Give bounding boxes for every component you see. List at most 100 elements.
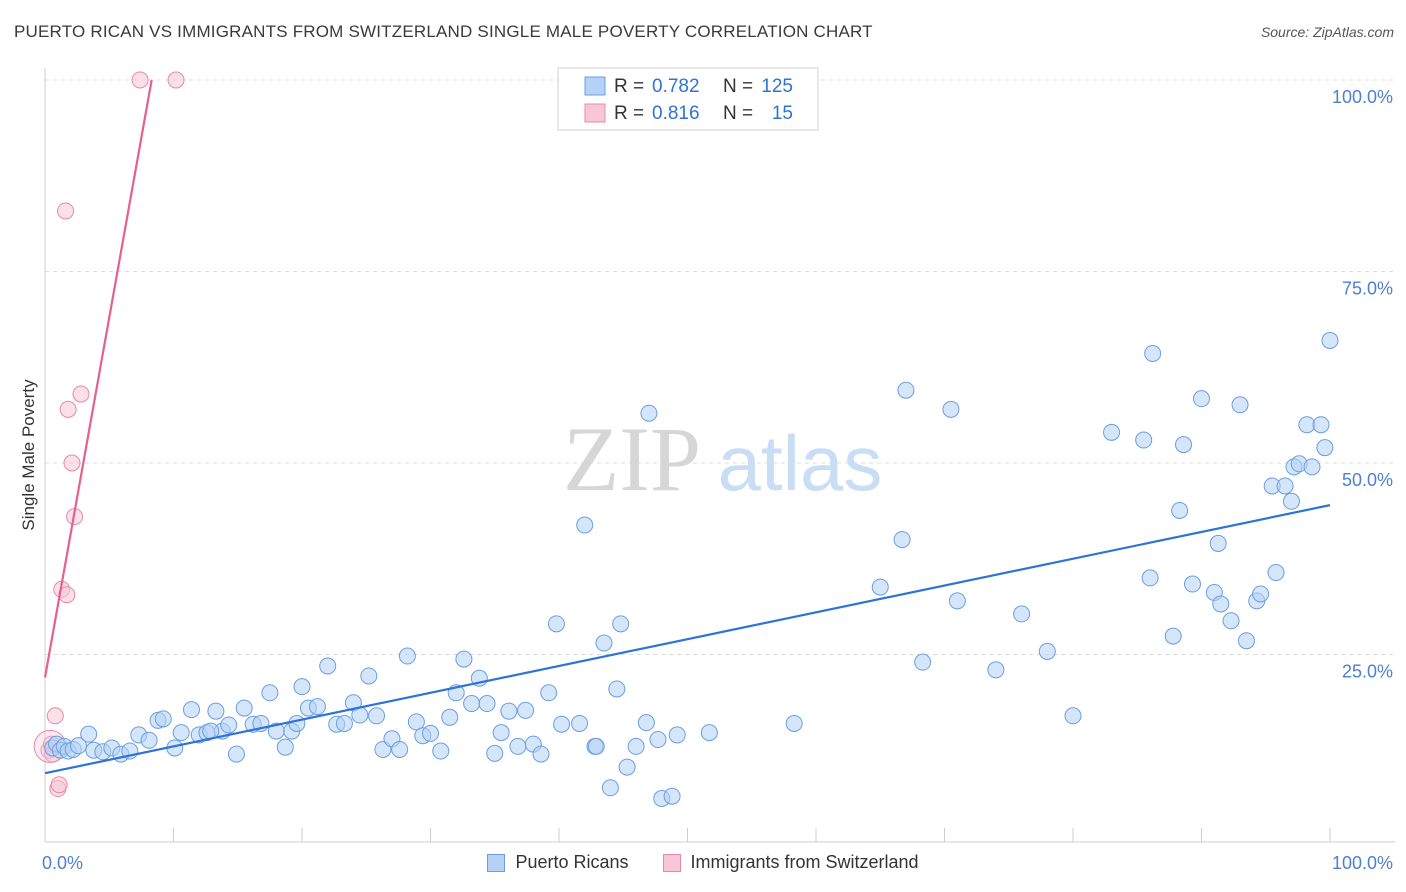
legend-swatch-blue — [487, 853, 506, 872]
y-tick-label: 75.0% — [1342, 279, 1393, 299]
data-point — [69, 737, 87, 755]
data-point — [492, 724, 510, 742]
data-point — [398, 647, 416, 665]
data-point — [601, 779, 619, 797]
data-point — [463, 695, 481, 713]
data-point — [227, 745, 245, 763]
data-point — [1282, 492, 1300, 510]
data-point — [368, 707, 386, 725]
y-tick-labels: 25.0% 50.0% 75.0% 100.0% — [1332, 87, 1393, 682]
data-point — [360, 667, 378, 685]
data-point — [914, 653, 932, 671]
data-point — [261, 684, 279, 702]
data-point — [509, 737, 527, 755]
legend-pink-r-label: R = — [614, 103, 644, 124]
data-point — [154, 710, 172, 728]
data-point — [1175, 436, 1193, 454]
data-point — [57, 202, 75, 220]
data-point — [1222, 612, 1240, 630]
source-credit: Source: ZipAtlas.com — [1260, 24, 1394, 40]
data-point — [1135, 431, 1153, 449]
data-point — [1303, 458, 1321, 476]
data-point — [1312, 416, 1330, 434]
legend-pink-n-label: N = — [723, 103, 753, 124]
data-point — [140, 731, 158, 749]
legend-blue-r-label: R = — [614, 76, 644, 97]
data-point — [1276, 477, 1294, 495]
data-point — [46, 707, 64, 725]
x-tick-label: 0.0% — [42, 853, 83, 873]
data-point — [1252, 585, 1270, 603]
trendlines — [43, 79, 1331, 775]
data-point — [486, 744, 504, 762]
data-point — [517, 701, 535, 719]
data-point — [576, 516, 594, 534]
data-point — [422, 724, 439, 742]
gridlines — [45, 79, 1395, 655]
data-point — [1171, 501, 1189, 519]
data-point — [432, 742, 450, 760]
data-point — [700, 724, 718, 742]
data-point — [987, 661, 1005, 679]
data-point — [1316, 439, 1334, 457]
data-point — [1064, 707, 1082, 725]
data-point — [500, 702, 518, 720]
data-point — [637, 714, 655, 732]
data-point — [871, 578, 889, 596]
legend-blue-r-value: 0.782 — [652, 76, 700, 97]
data-point — [668, 726, 686, 744]
data-point — [1212, 595, 1230, 613]
data-point — [455, 650, 473, 668]
data-point — [182, 701, 200, 719]
data-point — [1164, 627, 1182, 645]
data-point — [547, 615, 565, 633]
data-point — [587, 737, 605, 755]
x-tick-labels: 0.0% 100.0% — [42, 853, 1393, 873]
data-point — [288, 714, 306, 732]
watermark: ZIP atlas — [563, 408, 882, 510]
data-point — [1237, 632, 1255, 650]
data-point — [335, 714, 353, 732]
data-point — [478, 695, 496, 713]
legend-series: Puerto Ricans Immigrants from Switzerlan… — [0, 852, 1406, 873]
data-point — [649, 731, 667, 749]
data-point — [308, 698, 326, 716]
legend-pink-r-value: 0.816 — [652, 103, 700, 124]
data-point — [612, 615, 630, 633]
data-point — [59, 400, 77, 418]
x-tick-label: 100.0% — [1332, 853, 1393, 873]
data-point — [276, 738, 294, 756]
data-point — [1038, 642, 1056, 660]
data-point — [391, 740, 409, 758]
data-point — [1231, 396, 1249, 414]
data-point — [80, 725, 98, 743]
data-point — [235, 699, 253, 717]
data-point — [1267, 564, 1285, 582]
axes — [44, 68, 1395, 843]
data-point — [1013, 605, 1031, 623]
data-point — [640, 404, 658, 422]
data-point — [72, 385, 90, 403]
data-point — [942, 400, 960, 418]
y-tick-label: 100.0% — [1332, 87, 1393, 107]
data-point — [441, 708, 459, 726]
data-point — [63, 454, 81, 472]
data-point — [293, 678, 311, 696]
data-point — [1141, 569, 1159, 587]
data-point — [131, 71, 149, 89]
series-immigrants-switzerland — [33, 71, 185, 798]
legend-pink-swatch — [584, 103, 606, 123]
data-point — [608, 680, 626, 698]
y-axis-label: Single Male Poverty — [19, 379, 38, 531]
legend-item-switzerland: Immigrants from Switzerland — [662, 852, 919, 873]
data-point — [220, 716, 238, 734]
data-point — [172, 724, 190, 742]
y-tick-label: 25.0% — [1342, 662, 1393, 682]
data-point — [948, 592, 966, 610]
trendline-pink — [43, 79, 153, 678]
data-point — [1321, 331, 1339, 349]
data-point — [1144, 344, 1162, 362]
legend-blue-n-label: N = — [723, 76, 753, 97]
y-tick-label: 50.0% — [1342, 470, 1393, 490]
